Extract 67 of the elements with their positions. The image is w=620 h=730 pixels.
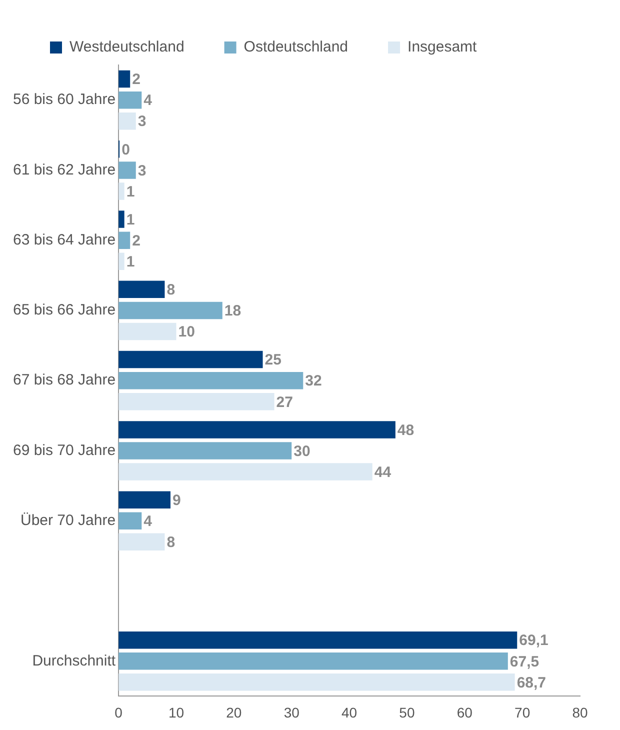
- bar: [118, 322, 176, 340]
- x-tick-label: 30: [284, 704, 300, 720]
- x-tick-label: 50: [399, 704, 415, 720]
- data-label: 4: [144, 513, 153, 530]
- data-label: 9: [172, 492, 181, 509]
- data-label: 25: [264, 352, 282, 369]
- data-label: 3: [138, 113, 146, 130]
- bar: [118, 491, 170, 508]
- data-label: 68,7: [516, 674, 546, 692]
- y-tick-label: 61 bis 62 Jahre: [12, 161, 116, 178]
- data-label: 8: [166, 534, 176, 552]
- data-label: 67,5: [510, 653, 540, 670]
- legend-label: Westdeutschland: [70, 38, 184, 56]
- data-label: 8: [166, 282, 176, 299]
- bar: [118, 463, 372, 480]
- bar: [118, 631, 518, 649]
- y-tick-label: 69 bis 70 Jahre: [12, 442, 116, 459]
- data-label: 1: [126, 211, 135, 228]
- data-label: 30: [294, 442, 310, 460]
- x-tick-label: 60: [456, 704, 473, 720]
- bar: [118, 302, 222, 320]
- data-label: 0: [122, 141, 130, 158]
- legend-label: Insgesamt: [408, 38, 478, 56]
- x-tick-label: 70: [514, 704, 530, 720]
- data-label: 1: [126, 254, 135, 271]
- bar: [118, 70, 130, 88]
- bar: [118, 210, 124, 228]
- bar: [118, 182, 124, 200]
- bar: [118, 393, 274, 410]
- data-label: 27: [276, 394, 293, 411]
- y-tick-label: 63 bis 64 Jahre: [12, 231, 116, 248]
- x-tick-label: 20: [226, 704, 242, 720]
- x-tick-label: 40: [341, 704, 358, 720]
- bar: [118, 112, 136, 130]
- y-tick-label: Über 70 Jahre: [20, 512, 116, 530]
- bar: [118, 91, 142, 109]
- bar: [118, 512, 142, 530]
- bar: [118, 652, 508, 670]
- data-label: 18: [224, 302, 242, 320]
- bar: [118, 674, 515, 691]
- bar: [118, 252, 124, 270]
- x-tick-label: 10: [168, 704, 184, 720]
- data-label: 2: [132, 71, 140, 88]
- data-label: 69,1: [519, 632, 548, 650]
- data-label: 1: [126, 183, 135, 200]
- x-tick-label: 0: [114, 704, 123, 720]
- data-label: 4: [144, 92, 153, 110]
- y-tick-label: Durchschnitt: [32, 652, 116, 670]
- data-label: 10: [178, 324, 195, 341]
- data-label: 3: [138, 162, 146, 180]
- y-tick-label: 56 bis 60 Jahre: [12, 91, 116, 108]
- data-label: 48: [397, 422, 414, 439]
- bar: [118, 442, 292, 460]
- bar: [118, 162, 136, 179]
- y-tick-label: 67 bis 68 Jahre: [12, 372, 116, 389]
- bar: [118, 232, 130, 249]
- legend-label: Ostdeutschland: [244, 38, 348, 56]
- data-label: 2: [132, 232, 140, 250]
- data-label: 32: [305, 372, 322, 390]
- data-label: 44: [374, 464, 392, 481]
- bar: [118, 350, 263, 368]
- x-tick-label: 80: [572, 704, 588, 720]
- bar: [118, 421, 396, 438]
- bar: [118, 280, 165, 298]
- bar: [118, 372, 304, 390]
- bar: [118, 533, 165, 551]
- y-tick-label: 65 bis 66 Jahre: [12, 302, 116, 319]
